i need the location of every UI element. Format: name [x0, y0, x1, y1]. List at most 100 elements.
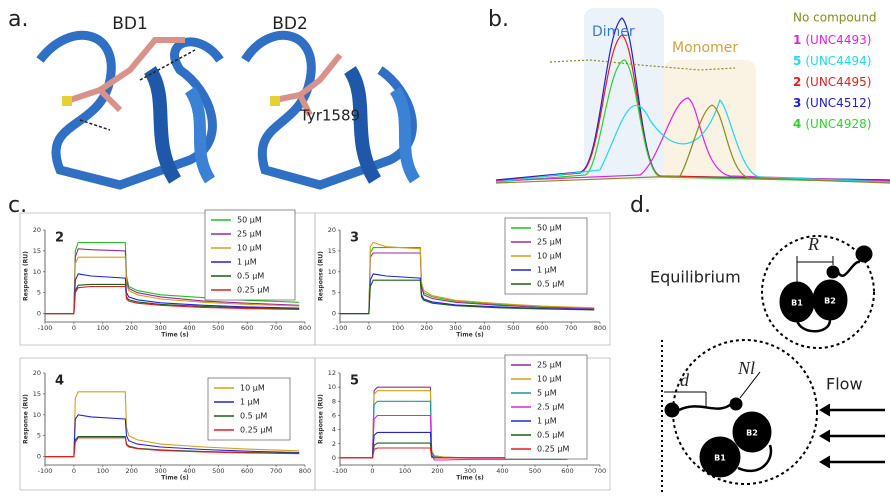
- legend-label: 25 µM: [537, 361, 562, 370]
- x-tick-label: 700: [565, 324, 577, 332]
- x-tick-label: 300: [154, 467, 166, 475]
- y-tick-label: 15: [328, 247, 336, 255]
- legend-box: [504, 217, 588, 295]
- chart-frame: [314, 212, 611, 346]
- legend-number: 5: [793, 54, 801, 68]
- x-tick-label: 200: [431, 467, 443, 475]
- legend-label: 1 µM: [240, 398, 260, 407]
- y-tick-label: 0: [332, 310, 336, 318]
- legend-label: 0.5 µM: [240, 412, 267, 421]
- y-axis-label: Response (RU): [318, 251, 325, 301]
- monomer-label: Monomer: [672, 40, 738, 56]
- x-tick-label: 200: [125, 467, 137, 475]
- y-axis-label: Response (RU): [23, 251, 30, 301]
- x-axis-label: Time (s): [161, 332, 189, 339]
- protein-illustration: [36, 30, 421, 190]
- legend-label: 25 µM: [537, 238, 562, 247]
- equilibrium-label: Equilibrium: [650, 268, 741, 287]
- y-tick-label: 5: [332, 289, 336, 297]
- y-tick-label: 4: [332, 426, 336, 434]
- legend-entry: 4 (UNC4928): [793, 117, 871, 131]
- y-axis-label: Response (RU): [23, 394, 30, 444]
- chart-title: 2: [55, 231, 64, 246]
- x-tick-label: 0: [72, 467, 76, 475]
- flow-label: Flow: [826, 375, 863, 394]
- y-tick-label: 12: [328, 369, 336, 377]
- y-tick-label: 20: [33, 369, 41, 377]
- legend-label: 10 µM: [237, 244, 262, 253]
- x-axis-label: Time (s): [456, 475, 484, 482]
- y-tick-label: 8: [332, 397, 336, 405]
- x-tick-label: 600: [561, 467, 573, 475]
- legend-entry: No compound: [793, 11, 877, 25]
- domain-label: B2: [824, 297, 836, 306]
- monomer-region: [664, 60, 756, 180]
- legend-entry: 5 (UNC4494): [793, 54, 871, 68]
- panel-label: a.: [8, 7, 28, 32]
- distance-label: R: [807, 234, 819, 254]
- x-tick-label: 600: [536, 324, 548, 332]
- panel-label: b.: [488, 7, 509, 32]
- y-tick-label: 20: [328, 226, 336, 234]
- x-tick-label: 100: [97, 467, 109, 475]
- x-tick-label: -100: [38, 467, 53, 475]
- domain-label: B1: [791, 299, 803, 308]
- chart-title: 5: [350, 374, 359, 389]
- legend-name: (UNC4928): [805, 117, 871, 131]
- y-tick-label: 0: [37, 453, 41, 461]
- x-tick-label: 400: [183, 467, 195, 475]
- legend-number: 3: [793, 96, 801, 110]
- diagram: [661, 235, 885, 492]
- x-tick-label: 300: [154, 324, 166, 332]
- legend-label: 1 µM: [537, 266, 557, 275]
- y-axis-label: Response (RU): [318, 394, 325, 444]
- x-tick-label: 400: [496, 467, 508, 475]
- dimer-label: Dimer: [592, 24, 635, 40]
- legend-number: 2: [793, 75, 801, 89]
- y-tick-label: 15: [33, 390, 41, 398]
- x-tick-label: 100: [392, 324, 404, 332]
- y-tick-label: 5: [37, 432, 41, 440]
- y-tick-label: 5: [37, 289, 41, 297]
- y-tick-label: 20: [33, 226, 41, 234]
- series-line: [340, 447, 568, 459]
- y-tick-label: 10: [33, 268, 41, 276]
- x-tick-label: 100: [97, 324, 109, 332]
- domain-label: BD1: [112, 14, 148, 34]
- x-tick-label: 400: [183, 324, 195, 332]
- distance-label: d: [680, 370, 690, 390]
- x-tick-label: 100: [399, 467, 411, 475]
- series-line: [45, 285, 300, 315]
- legend-label: 50 µM: [537, 224, 562, 233]
- legend-entry: 2 (UNC4495): [793, 75, 871, 89]
- legend-label: 0.25 µM: [537, 445, 569, 454]
- x-tick-label: 200: [125, 324, 137, 332]
- legend-label: 50 µM: [237, 216, 262, 225]
- x-tick-label: 800: [594, 324, 606, 332]
- legend: 1 (UNC4493) 5 (UNC4494) 2 (UNC4495) 3 (UNC4512)…: [793, 33, 871, 131]
- chromatograms: [495, 17, 890, 184]
- legend-label: 10 µM: [537, 252, 562, 261]
- x-tick-label: 400: [478, 324, 490, 332]
- x-axis-label: Time (s): [161, 475, 189, 482]
- x-tick-label: 600: [241, 324, 253, 332]
- x-tick-label: 700: [594, 467, 606, 475]
- domain-label: B2: [746, 429, 758, 438]
- x-tick-label: 500: [507, 324, 519, 332]
- y-tick-label: 0: [332, 454, 336, 462]
- chart-title: 3: [350, 231, 359, 246]
- x-tick-label: -100: [38, 324, 53, 332]
- x-tick-label: -100: [333, 324, 348, 332]
- y-tick-label: 2: [332, 440, 336, 448]
- domain-label: BD2: [272, 14, 308, 34]
- y-tick-label: 10: [328, 383, 336, 391]
- x-tick-label: 0: [367, 324, 371, 332]
- y-tick-label: 6: [332, 411, 336, 419]
- legend-name: (UNC4495): [805, 75, 871, 89]
- legend-label: 1 µM: [537, 417, 557, 426]
- y-tick-label: 10: [33, 411, 41, 419]
- y-tick-label: 10: [328, 268, 336, 276]
- x-tick-label: 0: [370, 467, 374, 475]
- x-tick-label: 500: [529, 467, 541, 475]
- legend-label: 0.5 µM: [537, 280, 564, 289]
